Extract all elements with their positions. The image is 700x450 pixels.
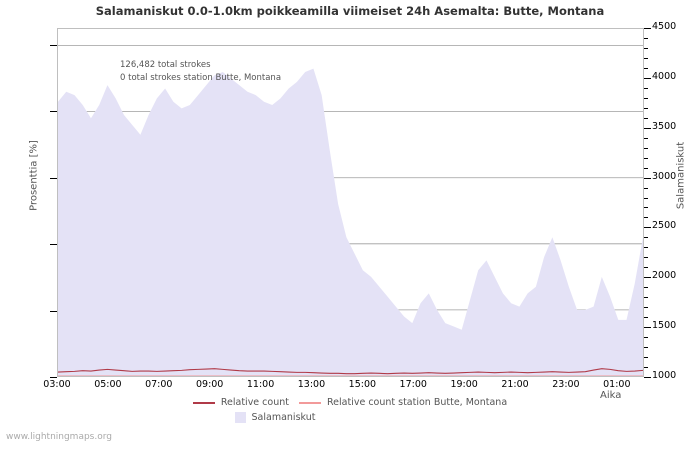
y-tick-mark-right-minor	[644, 97, 648, 99]
y-tick-mark-right-minor	[644, 117, 648, 119]
y-tick-mark-right	[644, 77, 651, 79]
y-tick-mark-left	[50, 111, 57, 113]
y-tick-mark-right-minor	[644, 187, 648, 189]
legend-line-icon	[192, 401, 215, 404]
y-tick-mark-right-minor	[644, 107, 648, 109]
y-tick-mark-right	[644, 277, 651, 279]
y-tick-mark-right-minor	[644, 167, 648, 169]
y-tick-label-right: 4500	[652, 21, 677, 32]
x-tick-label: 15:00	[348, 379, 377, 390]
y-tick-mark-left	[50, 377, 57, 378]
y-tick-mark-right-minor	[644, 237, 648, 239]
annotation-total-strokes: 126,482 total strokes	[120, 60, 211, 70]
plot-svg	[58, 45, 643, 376]
x-tick-label: 07:00	[145, 379, 173, 390]
y-tick-mark-right-minor	[644, 217, 648, 219]
y-tick-mark-right-minor	[644, 197, 648, 199]
y-tick-label-right: 3000	[652, 170, 677, 182]
legend-label: Salamaniskut	[251, 412, 316, 423]
y-tick-mark-right	[644, 377, 651, 378]
y-tick-mark-right-minor	[644, 337, 648, 339]
legend-item-salamaniskut[interactable]: Salamaniskut	[234, 412, 316, 423]
y-tick-mark-right	[644, 177, 651, 179]
y-tick-mark-right-minor	[644, 87, 648, 89]
x-tick-label: 19:00	[450, 379, 478, 390]
x-tick-label: 21:00	[501, 379, 529, 390]
x-axis-label: Aika	[600, 390, 622, 401]
y-tick-mark-left	[50, 310, 57, 312]
y-tick-mark-right	[644, 327, 651, 329]
legend-row-2: Salamaniskut	[0, 410, 700, 425]
y-axis-label-right: Salamaniskut	[675, 141, 687, 210]
y-tick-mark-right-minor	[644, 257, 648, 259]
legend-label: Relative count	[220, 397, 289, 408]
legend-line-icon	[298, 401, 321, 404]
y-tick-mark-right-minor	[644, 247, 648, 249]
y-tick-mark-right	[644, 227, 651, 229]
y-tick-mark-left	[50, 177, 57, 179]
x-tick-label: 09:00	[195, 379, 224, 390]
y-tick-mark-right-minor	[644, 317, 648, 319]
y-tick-mark-right-minor	[644, 37, 648, 39]
annotation-station-strokes: 0 total strokes station Butte, Montana	[120, 73, 282, 83]
y-tick-mark-right-minor	[644, 287, 648, 289]
y-tick-mark-right-minor	[644, 157, 648, 159]
x-tick-label: 17:00	[399, 379, 427, 390]
y-tick-mark-right	[644, 127, 651, 129]
y-tick-label-right: 3500	[652, 120, 677, 132]
y-tick-mark-left	[50, 244, 57, 246]
legend-item-relative-count-station[interactable]: Relative count station Butte, Montana	[298, 397, 508, 408]
legend-item-relative-count[interactable]: Relative count	[192, 397, 289, 408]
y-tick-label-right: 4000	[652, 70, 677, 82]
y-tick-mark-right-minor	[644, 307, 648, 309]
y-tick-label-right: 1000	[652, 370, 677, 381]
legend-swatch-icon	[234, 412, 246, 423]
y-tick-mark-right-minor	[644, 357, 648, 359]
y-tick-mark-right-minor	[644, 267, 648, 269]
chart-title: Salamaniskut 0.0-1.0km poikkeamilla viim…	[95, 4, 605, 18]
y-tick-mark-right-minor	[644, 297, 648, 299]
x-tick-label: 11:00	[246, 379, 275, 390]
x-tick-label: 23:00	[552, 379, 580, 390]
y-tick-mark-right-minor	[644, 347, 648, 349]
y-tick-mark-right-minor	[644, 147, 648, 149]
x-tick-label: 05:00	[94, 379, 122, 390]
y-tick-mark-right-minor	[644, 67, 648, 69]
footer-url: www.lightningmaps.org	[6, 432, 112, 442]
plot-area: 126,482 total strokes 0 total strokes st…	[57, 28, 644, 377]
y-tick-mark-right-minor	[644, 57, 648, 59]
y-tick-mark-right-minor	[644, 367, 648, 369]
y-tick-mark-right	[644, 28, 651, 29]
y-tick-mark-left	[50, 44, 57, 46]
legend-label: Relative count station Butte, Montana	[326, 397, 508, 408]
chart-legend: Relative count Relative count station Bu…	[0, 395, 700, 425]
y-tick-mark-right-minor	[644, 47, 648, 49]
x-tick-label: 01:00	[603, 379, 631, 390]
y-tick-mark-right-minor	[644, 137, 648, 139]
x-tick-label: 13:00	[297, 379, 326, 390]
y-tick-label-right: 2000	[652, 270, 677, 282]
y-tick-mark-right-minor	[644, 207, 648, 209]
y-tick-label-right: 2500	[652, 220, 677, 232]
legend-row-1: Relative count Relative count station Bu…	[0, 395, 700, 410]
y-axis-label-left: Prosenttia [%]	[28, 140, 40, 211]
x-tick-label: 03:00	[43, 379, 71, 390]
y-tick-label-right: 1500	[652, 320, 677, 332]
